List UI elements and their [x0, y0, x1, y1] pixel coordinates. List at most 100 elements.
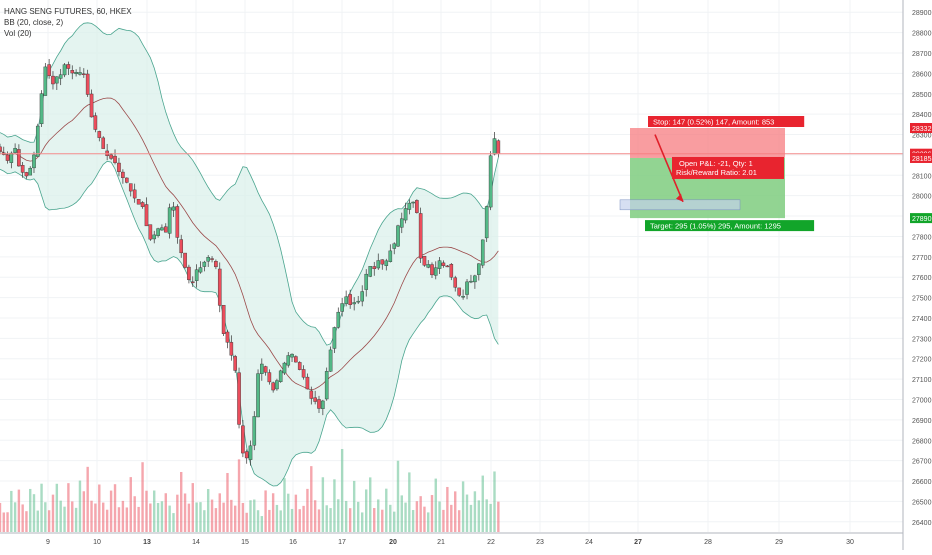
candle-body — [263, 366, 268, 373]
volume-bar — [268, 509, 271, 532]
candle-body — [290, 353, 294, 358]
candle-body — [241, 425, 245, 454]
trend-arrow-head — [676, 193, 683, 202]
candle-body — [388, 250, 393, 262]
y-tick-label: 26600 — [912, 479, 932, 486]
volume-bar — [195, 502, 198, 532]
candle-body — [167, 207, 172, 234]
candle-body — [0, 146, 2, 152]
x-tick-label: 13 — [143, 539, 151, 546]
x-tick-label: 30 — [846, 539, 854, 546]
volume-bar — [321, 477, 325, 532]
volume-bar — [333, 479, 336, 532]
candle-body — [214, 261, 218, 268]
candle-body — [469, 280, 473, 283]
volume-bar — [434, 478, 437, 532]
candle-body — [244, 451, 249, 459]
volume-bar — [256, 510, 260, 532]
candle-body — [109, 154, 113, 159]
candle-body — [24, 172, 29, 177]
y-tick-label: 28800 — [912, 31, 932, 38]
x-tick-label: 24 — [585, 539, 593, 546]
volume-bar — [283, 478, 286, 532]
x-tick-label: 27 — [634, 539, 642, 546]
volume-bar — [275, 504, 279, 532]
candle-body — [453, 277, 458, 288]
y-tick-label: 28100 — [912, 173, 932, 180]
volume-bar — [160, 501, 164, 532]
volume-bar — [164, 493, 167, 532]
volume-bar — [298, 509, 301, 532]
candle-body — [364, 273, 369, 290]
candle-body — [348, 294, 352, 305]
candle-body — [233, 356, 237, 371]
candle-body — [492, 138, 497, 155]
volume-bar — [168, 505, 171, 532]
volume-indicator-label[interactable]: Vol (20) — [4, 29, 32, 38]
volume-bar — [176, 494, 179, 532]
symbol-title[interactable]: HANG SENG FUTURES, 60, HKEX — [4, 7, 132, 16]
candle-body — [461, 296, 465, 298]
candle-body — [441, 262, 446, 266]
volume-bar — [400, 495, 403, 532]
candles — [0, 58, 501, 466]
y-tick-label: 27600 — [912, 275, 932, 282]
y-tick-label: 28400 — [912, 112, 932, 119]
volume-bar — [137, 506, 140, 532]
candle-body — [297, 362, 302, 370]
volume-bar — [199, 502, 202, 532]
candle-body — [17, 149, 21, 167]
candle-body — [260, 363, 264, 374]
candle-body — [20, 165, 25, 173]
candle-body — [294, 356, 298, 363]
candle-body — [144, 204, 149, 227]
candle-body — [256, 373, 260, 418]
volume-bar — [141, 462, 144, 532]
volume-bar — [396, 460, 400, 532]
bollinger-bands — [0, 22, 499, 487]
candle-body — [9, 152, 14, 163]
candle-body — [380, 259, 385, 265]
y-tick-label: 28600 — [912, 71, 932, 78]
volume-bar — [86, 466, 89, 532]
candle-body — [415, 200, 419, 213]
volume-bar — [6, 512, 9, 532]
volume-bar — [450, 504, 453, 532]
target-label-bg — [645, 220, 815, 232]
candle-body — [32, 154, 36, 169]
y-tick-label: 27800 — [912, 234, 932, 241]
candle-body — [465, 281, 469, 295]
volume-bar — [313, 500, 317, 532]
volume-bar — [237, 459, 241, 532]
candle-body — [229, 342, 234, 356]
candle-body — [368, 266, 373, 277]
candle-body — [117, 162, 121, 172]
bb-indicator-label[interactable]: BB (20, close, 2) — [4, 18, 64, 27]
volume-bar — [481, 475, 484, 532]
volume-bar — [230, 499, 233, 532]
candle-body — [47, 64, 51, 76]
volume-bar — [29, 488, 32, 532]
volume-bar — [113, 484, 117, 532]
candle-body — [78, 72, 82, 75]
price-badge — [910, 123, 932, 134]
y-tick-label: 27400 — [912, 316, 932, 323]
volume-bar — [493, 471, 496, 532]
volume-bar — [317, 509, 321, 532]
volume-bar — [17, 489, 21, 532]
candle-body — [422, 255, 427, 266]
candle-body — [113, 155, 117, 163]
candle-body — [301, 369, 306, 378]
candle-body — [156, 228, 160, 236]
volume-bar — [63, 506, 66, 532]
pnl-label: Open P&L: -21, Qty: 1 — [679, 159, 753, 168]
volume-bar — [156, 502, 160, 532]
price-badge-label: 28185 — [912, 156, 932, 163]
volume-bar — [153, 490, 156, 532]
bb-fill — [0, 22, 499, 486]
candle-body — [58, 74, 63, 79]
candle-body — [152, 234, 157, 240]
volume-bar — [102, 502, 105, 532]
